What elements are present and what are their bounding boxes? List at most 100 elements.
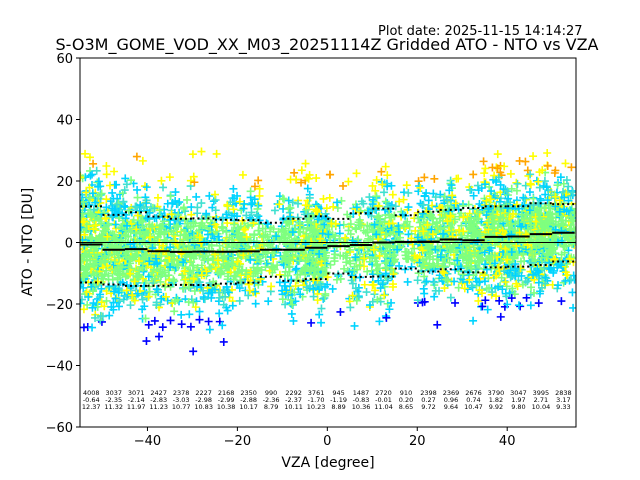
scatter-point: [96, 290, 105, 299]
scatter-point: [250, 182, 259, 191]
scatter-point: [130, 277, 139, 286]
scatter-point: [170, 255, 179, 264]
scatter-point: [223, 306, 232, 315]
scatter-point: [94, 177, 103, 186]
scatter-point: [218, 226, 227, 235]
scatter-point: [256, 244, 265, 253]
scatter-point: [126, 240, 135, 249]
scatter-point: [161, 236, 170, 245]
scatter-point: [171, 188, 180, 197]
scatter-points: [80, 147, 576, 356]
scatter-point: [275, 200, 284, 209]
scatter-point: [183, 195, 192, 204]
scatter-point: [80, 218, 87, 227]
scatter-point: [157, 251, 166, 260]
x-axis-label: VZA [degree]: [281, 455, 374, 471]
scatter-point: [124, 206, 133, 215]
scatter-point: [121, 272, 130, 281]
scatter-point: [82, 265, 91, 274]
scatter-point: [246, 236, 255, 245]
scatter-point: [297, 166, 306, 175]
scatter-point: [159, 183, 168, 192]
scatter-point: [80, 299, 85, 308]
y-tick-label: −60: [46, 421, 73, 436]
scatter-point: [192, 282, 201, 291]
bin-stat-std: 9.72: [421, 403, 435, 411]
scatter-point: [146, 233, 155, 242]
scatter-point: [278, 194, 287, 203]
scatter-point: [177, 320, 186, 329]
scatter-point: [142, 199, 151, 208]
scatter-point: [101, 258, 110, 267]
scatter-point: [235, 262, 244, 271]
scatter-point: [222, 227, 231, 236]
scatter-point: [153, 259, 162, 268]
scatter-point: [111, 266, 120, 275]
scatter-point: [264, 297, 273, 306]
scatter-point: [134, 257, 143, 266]
scatter-point: [127, 176, 136, 185]
scatter-point: [111, 294, 120, 303]
y-axis-label: ATO - NTO [DU]: [20, 188, 36, 296]
scatter-point: [189, 274, 198, 283]
scatter-point: [106, 181, 115, 190]
scatter-point: [144, 292, 153, 301]
scatter-point: [133, 185, 142, 194]
scatter-point: [182, 233, 191, 242]
x-tick-label: 0: [323, 434, 331, 449]
scatter-point: [281, 251, 290, 260]
scatter-point: [97, 317, 106, 326]
scatter-point: [102, 170, 111, 179]
bin-stat-std: 10.38: [217, 403, 236, 411]
scatter-point: [136, 227, 145, 236]
scatter-point: [105, 311, 114, 320]
scatter-point: [81, 149, 90, 158]
scatter-point: [104, 220, 113, 229]
x-tick-label: −40: [134, 434, 161, 449]
scatter-point: [184, 283, 193, 292]
scatter-point: [270, 206, 279, 215]
scatter-point: [197, 147, 206, 156]
scatter-point: [242, 211, 251, 220]
scatter-point: [99, 274, 108, 283]
scatter-point: [133, 246, 142, 255]
scatter-point: [88, 248, 97, 257]
scatter-point: [110, 287, 119, 296]
scatter-point: [102, 161, 111, 170]
scatter-point: [280, 195, 289, 204]
bin-stat-std: 8.65: [399, 403, 413, 411]
scatter-point: [126, 269, 135, 278]
scatter-point: [251, 269, 260, 278]
scatter-point: [263, 232, 272, 241]
scatter-point: [144, 320, 153, 329]
scatter-point: [240, 199, 249, 208]
scatter-point: [205, 325, 214, 334]
scatter-point: [121, 214, 130, 223]
scatter-point: [115, 205, 124, 214]
scatter-point: [149, 265, 158, 274]
scatter-point: [288, 300, 297, 309]
scatter-point: [288, 250, 297, 259]
scatter-point: [189, 347, 198, 356]
scatter-point: [109, 305, 118, 314]
scatter-point: [170, 277, 179, 286]
scatter-point: [205, 191, 214, 200]
scatter-point: [138, 156, 147, 165]
scatter-point: [200, 237, 209, 246]
bin-stat-std: 10.77: [172, 403, 191, 411]
scatter-point: [152, 285, 161, 294]
scatter-point: [157, 176, 166, 185]
scatter-point: [114, 253, 123, 262]
scatter-point: [284, 256, 293, 265]
scatter-point: [140, 182, 149, 191]
scatter-point: [132, 202, 141, 211]
scatter-point: [234, 223, 243, 232]
scatter-point: [173, 260, 182, 269]
scatter-point: [104, 271, 113, 280]
scatter-point: [100, 223, 109, 232]
scatter-point: [82, 188, 91, 197]
scatter-point: [102, 296, 111, 305]
y-tick-label: −20: [46, 298, 73, 313]
scatter-point: [292, 264, 301, 273]
scatter-point: [154, 332, 163, 341]
